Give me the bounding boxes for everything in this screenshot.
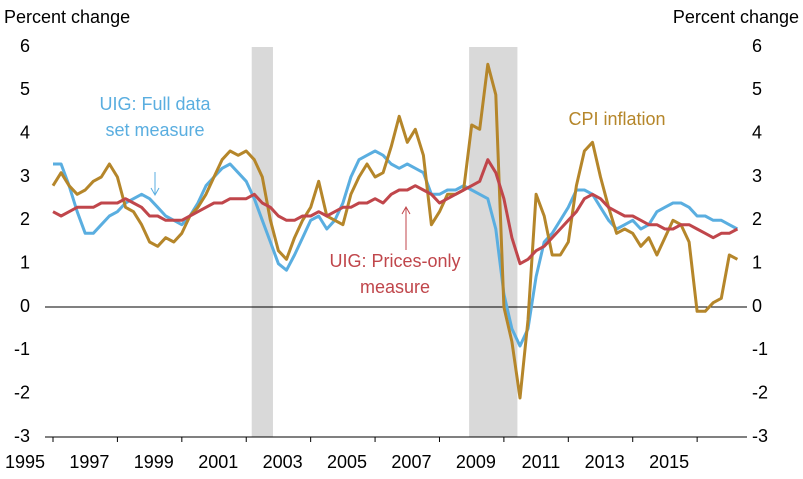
annotation: measure — [360, 277, 430, 297]
y2-tick-label: 2 — [752, 209, 762, 229]
y-tick-label: -2 — [14, 382, 30, 402]
y2-tick-label: -2 — [752, 382, 768, 402]
x-tick-label: 2001 — [198, 452, 238, 472]
annotation: set measure — [105, 120, 204, 140]
y-tick-label: -1 — [14, 339, 30, 359]
y2-tick-label: 1 — [752, 252, 762, 272]
annotation: CPI inflation — [568, 109, 665, 129]
x-tick-label: 2011 — [522, 452, 561, 472]
x-tick-label: 2009 — [456, 452, 496, 472]
y2-tick-label: 3 — [752, 166, 762, 186]
annotation: UIG: Prices-only — [329, 251, 460, 271]
y-tick-label: 6 — [20, 36, 30, 56]
y2-tick-label: 5 — [752, 79, 762, 99]
y-tick-label: 4 — [20, 122, 30, 142]
y2-tick-label: -3 — [752, 426, 768, 446]
y2-axis-label: Percent change — [673, 7, 799, 27]
x-tick-label: 2007 — [391, 452, 431, 472]
x-tick-label: 1995 — [5, 452, 45, 472]
y-tick-label: 0 — [20, 296, 30, 316]
annotation-arrowhead — [401, 205, 411, 215]
x-tick-label: 1999 — [134, 452, 174, 472]
y-tick-label: 1 — [20, 252, 30, 272]
y2-tick-label: 6 — [752, 36, 762, 56]
annotation-arrowhead — [150, 187, 160, 197]
y-tick-label: 5 — [20, 79, 30, 99]
series-line — [53, 149, 739, 348]
x-tick-label: 1997 — [69, 452, 109, 472]
y-axis-label: Percent change — [4, 7, 130, 27]
y2-tick-label: 0 — [752, 296, 762, 316]
y-tick-label: 2 — [20, 209, 30, 229]
x-tick-label: 2015 — [649, 452, 689, 472]
y-tick-label: 3 — [20, 166, 30, 186]
y2-tick-label: -1 — [752, 339, 768, 359]
x-tick-label: 2005 — [327, 452, 367, 472]
x-tick-label: 2003 — [263, 452, 303, 472]
x-tick-label: 2013 — [585, 452, 625, 472]
recession-band — [469, 47, 518, 437]
series-line — [52, 158, 739, 266]
y2-tick-label: 4 — [752, 122, 762, 142]
series-line — [51, 62, 739, 400]
y-tick-label: -3 — [14, 426, 30, 446]
annotation: UIG: Full data — [99, 94, 211, 114]
recession-band — [251, 47, 273, 437]
